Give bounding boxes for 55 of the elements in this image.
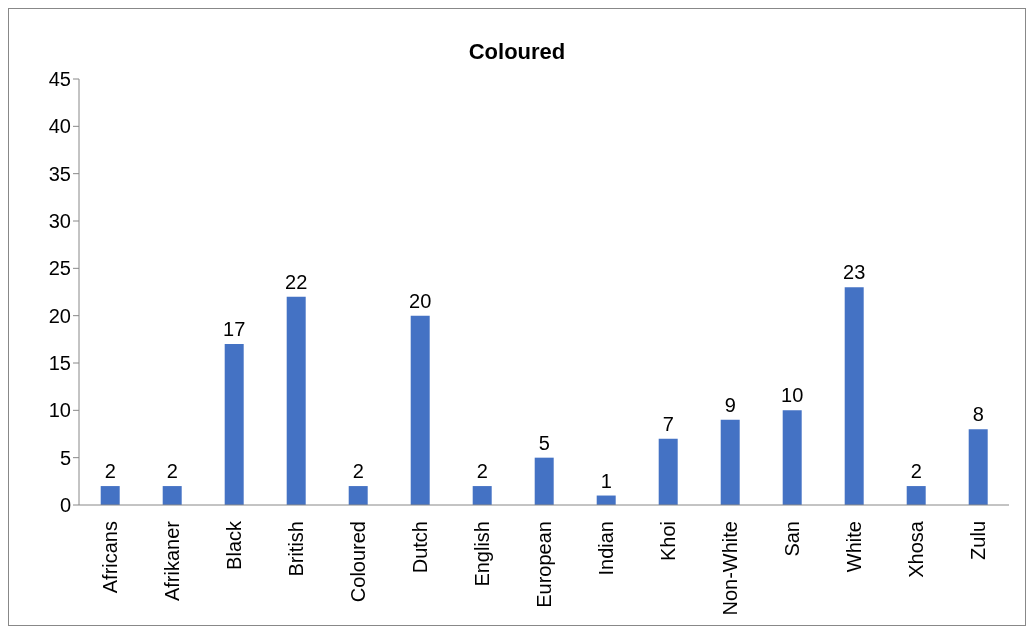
data-label: 8 bbox=[972, 403, 984, 426]
data-label: 20 bbox=[409, 289, 432, 312]
data-label: 2 bbox=[104, 460, 116, 483]
x-tick-label: Xhosa bbox=[905, 520, 927, 578]
bar bbox=[286, 296, 306, 505]
x-tick-label: Khoi bbox=[657, 521, 679, 562]
data-label: 5 bbox=[538, 431, 550, 454]
x-tick-label: Non-White bbox=[719, 521, 741, 616]
data-label: 2 bbox=[476, 460, 488, 483]
x-tick-label: Black bbox=[223, 520, 245, 570]
bar bbox=[348, 486, 368, 505]
bar bbox=[100, 486, 120, 505]
bar bbox=[844, 287, 864, 505]
y-tick-label: 5 bbox=[59, 446, 71, 469]
data-label: 2 bbox=[352, 460, 364, 483]
data-label: 9 bbox=[724, 393, 736, 416]
x-tick-label: European bbox=[533, 521, 555, 608]
data-label: 23 bbox=[843, 261, 866, 284]
bar bbox=[472, 486, 492, 505]
data-label: 22 bbox=[285, 270, 308, 293]
x-tick-label: Zulu bbox=[967, 521, 989, 560]
data-label: 2 bbox=[910, 460, 922, 483]
y-tick-label: 15 bbox=[48, 352, 71, 375]
x-tick-label: Indian bbox=[595, 521, 617, 576]
x-tick-label: Africans bbox=[99, 521, 121, 594]
bar bbox=[906, 486, 926, 505]
y-tick-label: 0 bbox=[59, 494, 71, 517]
y-tick-label: 10 bbox=[48, 399, 71, 422]
data-label: 7 bbox=[662, 412, 674, 435]
x-tick-label: Coloured bbox=[347, 521, 369, 603]
chart-title: Coloured bbox=[467, 39, 567, 65]
bar bbox=[782, 410, 802, 505]
y-tick-label: 35 bbox=[48, 162, 71, 185]
x-tick-label: British bbox=[285, 521, 307, 577]
x-tick-label: Afrikaner bbox=[161, 520, 183, 602]
data-label: 2 bbox=[166, 460, 178, 483]
y-tick-label: 20 bbox=[48, 304, 71, 327]
bar bbox=[658, 438, 678, 505]
bar bbox=[162, 486, 182, 505]
data-label: 17 bbox=[223, 318, 246, 341]
data-label: 10 bbox=[781, 384, 804, 407]
x-tick-label: San bbox=[781, 521, 803, 557]
x-tick-label: Dutch bbox=[409, 521, 431, 574]
bar bbox=[534, 457, 554, 505]
bar bbox=[410, 315, 430, 505]
y-tick-label: 45 bbox=[48, 68, 71, 91]
y-tick-label: 40 bbox=[48, 115, 71, 138]
data-label: 1 bbox=[600, 469, 612, 492]
bar bbox=[224, 344, 244, 505]
y-tick-label: 25 bbox=[48, 257, 71, 280]
bar bbox=[968, 429, 988, 505]
x-tick-label: English bbox=[471, 521, 493, 587]
x-tick-label: White bbox=[843, 521, 865, 573]
bar bbox=[720, 419, 740, 505]
y-tick-label: 30 bbox=[48, 210, 71, 233]
